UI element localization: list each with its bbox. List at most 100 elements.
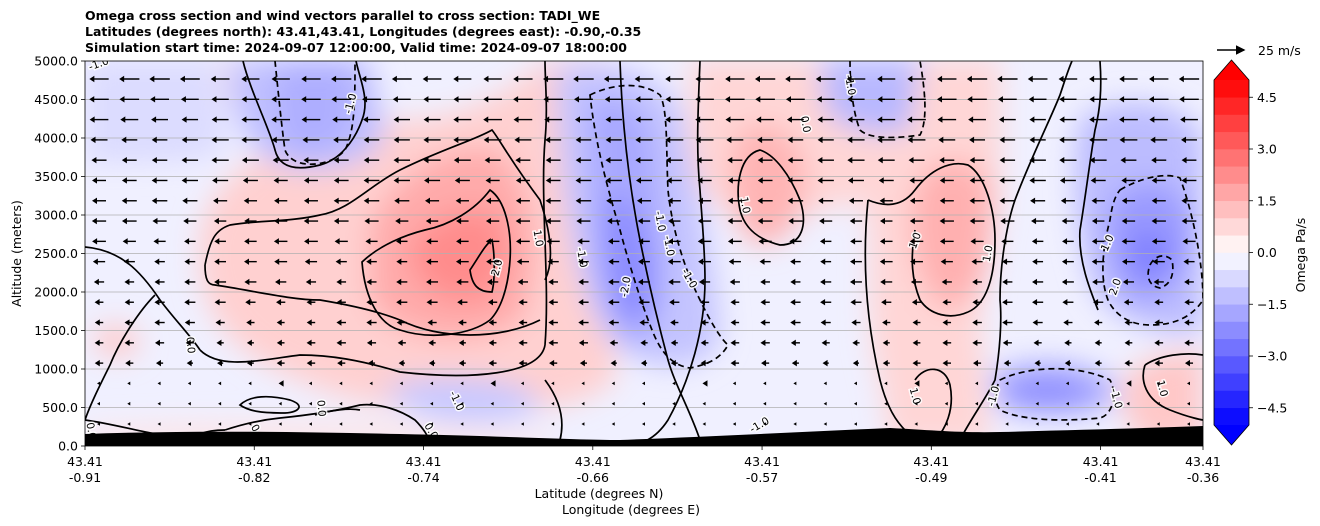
wind-arrow	[244, 217, 257, 225]
wind-arrow	[1002, 299, 1013, 306]
contour-label: -2.0	[617, 274, 635, 299]
colorbar-band	[1214, 269, 1249, 288]
wind-arrow	[788, 217, 803, 225]
y-tick-label: 5000.0	[34, 54, 78, 69]
wind-arrow	[487, 299, 498, 306]
wind-arrow	[942, 319, 952, 326]
wind-arrow	[430, 401, 434, 406]
wind-arrow	[728, 258, 741, 265]
wind-arrow	[611, 381, 615, 386]
wind-arrow	[817, 136, 834, 144]
wind-arrow	[966, 75, 988, 83]
wind-arrow	[399, 381, 403, 386]
wind-arrow	[94, 299, 104, 306]
wind-arrow	[241, 96, 260, 103]
wind-arrow	[211, 96, 229, 103]
wind-arrow	[119, 96, 140, 103]
wind-arrow	[939, 156, 955, 164]
wind-arrow	[997, 75, 1018, 83]
wind-arrow	[849, 217, 863, 225]
wind-arrow	[551, 381, 555, 386]
wind-arrow	[942, 299, 952, 306]
wind-arrow	[517, 278, 528, 286]
wind-arrow	[336, 319, 346, 326]
wind-arrow	[120, 116, 139, 123]
wind-arrow	[852, 339, 860, 347]
wind-arrow	[1094, 359, 1102, 367]
wind-arrow	[793, 422, 797, 426]
wind-arrow	[820, 278, 832, 286]
wind-arrow	[972, 319, 982, 326]
wind-arrow	[878, 177, 894, 184]
wind-arrow	[91, 217, 107, 225]
wind-arrow	[999, 156, 1016, 164]
wind-arrow	[1035, 401, 1039, 406]
wind-arrow	[181, 177, 199, 184]
colorbar-band	[1214, 235, 1249, 253]
wind-arrow	[1002, 258, 1013, 265]
wind-arrow	[1154, 319, 1163, 326]
wind-arrow	[339, 422, 343, 426]
wind-arrow	[1119, 116, 1138, 123]
wind-arrow	[181, 116, 199, 123]
wind-arrow	[909, 217, 924, 225]
wind-arrow	[911, 299, 922, 306]
wind-arrow	[727, 197, 742, 204]
wind-arrow	[1064, 339, 1072, 347]
wind-arrow	[213, 217, 227, 225]
wind-arrow	[333, 136, 350, 144]
colorbar-band	[1214, 80, 1249, 98]
wind-arrow	[665, 156, 683, 164]
colorbar-ticks: 4.5 3.0 1.5 0.0 −1.5 −3.0 −4.5	[1249, 90, 1287, 415]
wind-arrow	[1028, 96, 1047, 103]
wind-arrow	[121, 217, 137, 225]
wind-arrow	[1032, 278, 1044, 286]
wind-arrow	[214, 258, 227, 265]
y-tick-label: 500.0	[42, 400, 78, 415]
wind-arrow	[427, 319, 437, 326]
wind-arrow	[157, 422, 161, 426]
wind-arrow	[304, 238, 318, 245]
wind-arrow	[912, 319, 921, 326]
wind-arrow	[1187, 381, 1190, 386]
wind-arrow	[152, 217, 167, 225]
wind-arrow	[363, 197, 380, 204]
wind-arrow	[153, 238, 166, 245]
wind-arrow	[850, 238, 862, 245]
x-tick-label-lat: 43.41	[913, 454, 949, 469]
wind-arrow	[877, 136, 896, 144]
wind-arrow	[852, 359, 860, 367]
wind-arrow	[608, 258, 620, 265]
wind-arrow	[515, 238, 530, 245]
wind-arrow	[272, 156, 289, 164]
wind-arrow	[1063, 319, 1073, 326]
wind-arrow	[154, 319, 165, 326]
wind-arrow	[939, 177, 954, 184]
wind-arrow	[1154, 359, 1163, 367]
wind-arrow	[339, 381, 343, 386]
wind-arrow	[1089, 75, 1108, 83]
wind-arrow	[1153, 278, 1164, 286]
wind-arrow	[545, 197, 561, 204]
wind-arrow	[485, 238, 500, 245]
wind-arrow	[1031, 238, 1044, 245]
wind-arrow	[638, 278, 650, 286]
wind-arrow	[884, 422, 888, 426]
wind-arrow	[486, 258, 500, 265]
wind-arrow	[397, 339, 406, 347]
wind-arrow	[1002, 339, 1012, 347]
wind-arrow	[151, 116, 169, 123]
wind-arrow	[581, 422, 585, 426]
wind-arrow	[727, 238, 742, 245]
wind-arrow	[457, 299, 468, 306]
wind-arrow	[882, 339, 890, 347]
wind-arrow	[821, 339, 830, 347]
wind-arrow	[1121, 258, 1135, 265]
wind-arrow	[127, 381, 131, 386]
wind-arrow	[789, 238, 802, 245]
wind-arrow	[337, 359, 346, 367]
wind-arrow	[460, 422, 464, 426]
wind-arrow	[89, 75, 109, 83]
wind-arrow	[611, 401, 615, 406]
wind-arrow	[121, 197, 137, 204]
